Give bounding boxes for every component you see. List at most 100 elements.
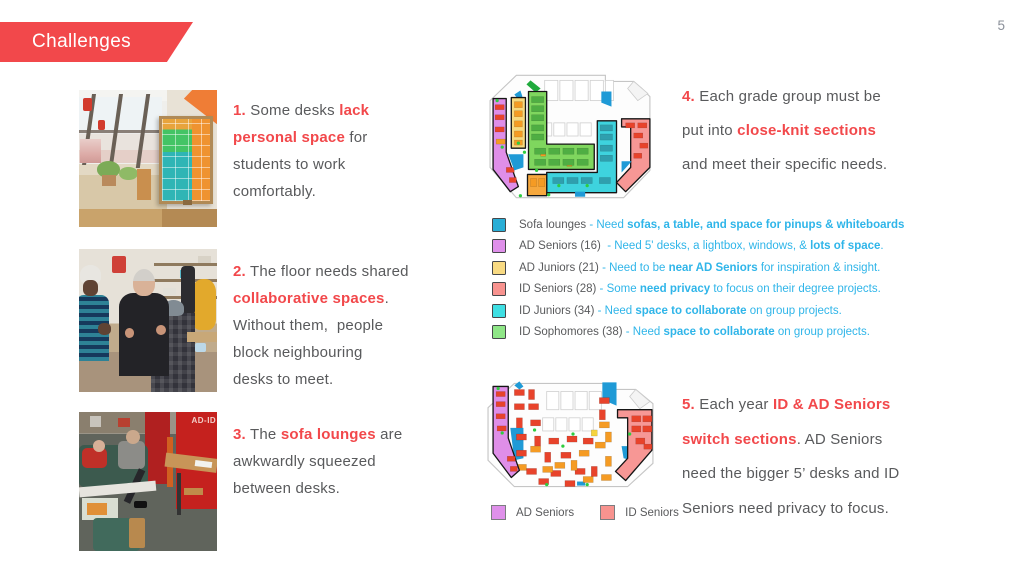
page-number: 5 — [997, 18, 1005, 33]
city-view — [80, 139, 102, 163]
legend-desc: - Need space to collaborate on group pro… — [622, 326, 870, 339]
green-deco — [526, 80, 541, 93]
shelf-box — [163, 287, 176, 295]
legend-swatch-ad-seniors — [492, 239, 506, 254]
plan2-highlight-desks — [495, 391, 653, 472]
red-hanging-decoration — [83, 98, 93, 112]
plan2-rooms — [542, 391, 602, 432]
legend-label: AD Seniors (16) — [519, 240, 601, 253]
challenge-3-text: 3. The sofa lounges are awkwardly squeeze… — [233, 426, 403, 497]
legend-label: ID Seniors — [625, 506, 679, 519]
person-red-shirt-head — [92, 439, 106, 453]
shelf — [153, 263, 217, 267]
legend-item: AD Seniors (16) - Need 5' desks, a light… — [492, 236, 904, 258]
stool — [183, 488, 204, 496]
window-frame-bar — [79, 129, 160, 133]
person-center-hand — [156, 324, 166, 335]
shelf-box — [197, 256, 212, 264]
legend-swatch-id-seniors — [600, 505, 616, 520]
yellow-jacket — [192, 279, 216, 331]
blue-arrow — [514, 381, 524, 390]
challenge-1-text: 1. Some desks lack personal space for stud… — [233, 102, 370, 200]
photo-sofa-lounge: AD-ID — [79, 412, 217, 551]
legend-item: AD Juniors (21) - Need to be near AD Sen… — [492, 257, 904, 279]
plan1-desks-green — [531, 96, 589, 166]
white-beanie — [80, 264, 102, 284]
plan1-rooms — [540, 79, 614, 137]
workbench — [186, 331, 217, 342]
wooden-chair — [136, 169, 151, 200]
blue-mug — [194, 343, 206, 352]
dark-coat — [181, 266, 195, 315]
legend-swatch-ad-seniors — [491, 505, 506, 520]
floor-plan-seniors-switch — [487, 381, 654, 488]
plant — [119, 166, 139, 181]
legend-swatch-id-sophomores — [492, 325, 506, 340]
plan1-desks-teal — [552, 124, 613, 184]
red-hanging-decoration — [98, 120, 106, 131]
legend-desc: - Some need privacy to focus on their de… — [596, 283, 881, 296]
plan2-desks-red — [514, 389, 610, 487]
challenge-2-text: 2. The floor needs shared collaborative s… — [233, 263, 409, 388]
legend-desc: - Need to be near AD Seniors for inspira… — [598, 261, 881, 274]
legend-item: Sofa lounges - Need sofas, a table, and … — [492, 214, 904, 236]
legend-label: AD Juniors (21) — [519, 261, 599, 274]
person-left-hand — [98, 323, 111, 335]
stairs-area — [629, 388, 651, 410]
plant — [96, 161, 121, 178]
slide-title: Challenges — [32, 31, 132, 52]
red-cabinet — [112, 256, 126, 274]
board-stand — [182, 199, 193, 205]
title-banner: Challenges — [0, 22, 193, 62]
supply-crate — [81, 498, 118, 521]
plan1-green-dots — [495, 98, 589, 198]
legend-label: AD Seniors — [516, 506, 575, 519]
floor-plan-sections — [489, 74, 651, 199]
shelf-item — [117, 417, 131, 428]
legend-item: ID Sophomores (38) - Need space to colla… — [492, 322, 904, 344]
table-leg — [177, 473, 182, 515]
legend-item: ID Seniors — [600, 505, 679, 520]
seniors-legend: AD Seniors ID Seniors — [491, 505, 705, 520]
shelf-item — [90, 416, 102, 428]
challenge-5-text: 5. Each year ID & AD Seniors switch secti… — [682, 396, 900, 517]
person-gray-sweater-head — [125, 430, 140, 444]
legend-label: Sofa lounges — [519, 218, 587, 231]
legend-desc: - Need space to collaborate on group pro… — [594, 304, 842, 317]
legend-desc: - Need sofas, a table, and space for pin… — [586, 218, 905, 231]
legend-swatch-id-seniors — [492, 282, 506, 297]
legend-desc: - Need 5' desks, a lightbox, windows, & … — [600, 240, 884, 253]
yellow-desk — [591, 429, 598, 437]
section-ad-seniors — [492, 97, 520, 193]
legend-item: ID Juniors (34) - Need space to collabor… — [492, 300, 904, 322]
highlight-ad-seniors — [492, 385, 521, 479]
person-gray-sweater — [117, 441, 146, 469]
sticky-note-board — [159, 116, 213, 205]
person-red-shirt — [81, 448, 107, 468]
legend-swatch-ad-juniors — [492, 260, 506, 275]
person-center-head — [132, 269, 155, 297]
plan1-sofa-lounges — [508, 91, 632, 197]
person-left-face — [83, 280, 99, 297]
legend-swatch-id-juniors — [492, 303, 506, 318]
photo-desks-by-windows — [79, 90, 217, 227]
photo-people-meeting — [79, 249, 217, 392]
challenge-4-text: 4. Each grade group must be put into clos… — [682, 88, 888, 173]
legend-label: ID Seniors (28) — [519, 283, 597, 296]
legend-label: ID Sophomores (38) — [519, 326, 623, 339]
sticky-notes — [162, 119, 210, 201]
legend-item: AD Seniors — [491, 505, 574, 520]
desk-surface — [79, 209, 217, 227]
cabinet-label: AD-ID — [191, 415, 217, 425]
stairs-area — [627, 80, 649, 102]
legend-swatch-sofa-lounges — [492, 217, 506, 232]
sections-legend: Sofa lounges - Need sofas, a table, and … — [492, 214, 904, 343]
plan1-desks-red — [494, 104, 649, 183]
shoe — [134, 500, 147, 508]
red-cabinet — [145, 412, 171, 485]
plan2-green-dots — [496, 386, 632, 487]
legend-item: ID Seniors (28) - Some need privacy to f… — [492, 279, 904, 301]
legend-label: ID Juniors (34) — [519, 304, 595, 317]
plant-pot — [102, 174, 117, 186]
person-center-hand — [124, 327, 135, 338]
